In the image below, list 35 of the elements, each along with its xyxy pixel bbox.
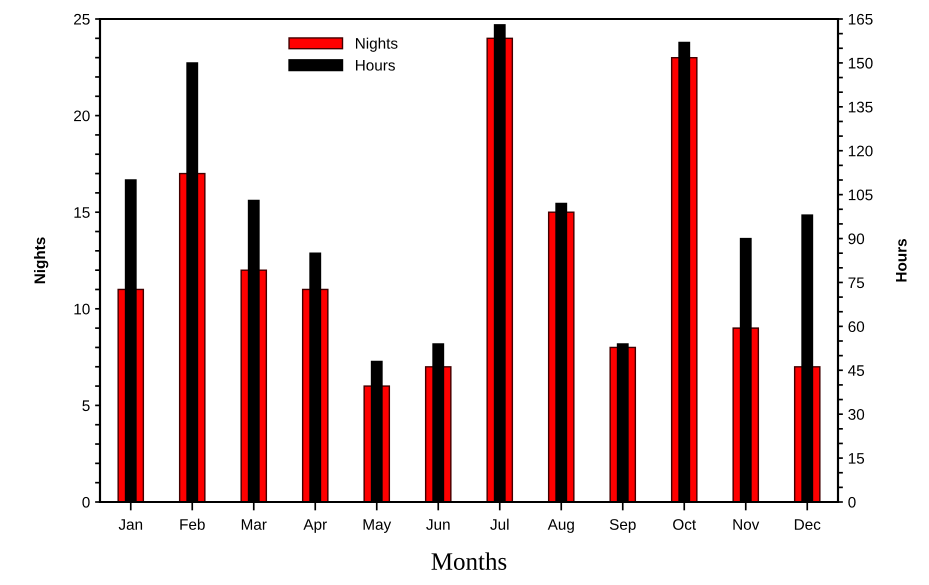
y2-tick-label: 150 — [848, 58, 873, 69]
y2-axis-title: Hours — [896, 239, 907, 282]
x-tick-label: Jun — [426, 519, 450, 530]
y-tick-label: 20 — [74, 110, 90, 122]
legend-label: Nights — [356, 38, 398, 52]
x-tick-label: Mar — [242, 519, 267, 530]
y2-tick-label: 60 — [848, 321, 864, 332]
x-tick-label: Dec — [794, 519, 820, 530]
y2-tick-label: 90 — [848, 233, 864, 244]
x-tick-label: Feb — [180, 518, 205, 530]
y-axis-title: Nights — [34, 237, 48, 284]
x-tick-label: Sep — [610, 519, 636, 533]
x-tick-label: Apr — [303, 519, 327, 533]
x-tick-label: Oct — [673, 519, 696, 530]
y-tick-label: 5 — [82, 400, 90, 412]
y2-tick-label: 165 — [848, 14, 873, 25]
x-tick-label: Nov — [733, 519, 760, 530]
x-tick-label: May — [364, 519, 392, 533]
x-tick-label: Jan — [118, 519, 142, 530]
x-tick-label: Aug — [548, 519, 574, 533]
y2-tick-label: 105 — [848, 190, 873, 200]
y2-tick-label: 135 — [848, 102, 873, 113]
y2-tick-label: 120 — [848, 146, 873, 156]
x-tick-label: Jul — [490, 518, 508, 530]
x-axis-title: Months — [432, 552, 506, 570]
y2-tick-label: 30 — [848, 409, 864, 420]
y-tick-label: 10 — [74, 304, 90, 314]
legend-label: Hours — [356, 60, 395, 71]
y-tick-label: 0 — [82, 496, 90, 508]
y2-tick-label: 45 — [848, 365, 864, 376]
y-tick-label: 25 — [74, 14, 90, 25]
y2-tick-label: 0 — [848, 496, 856, 508]
y2-tick-label: 75 — [848, 277, 864, 288]
y-tick-label: 15 — [74, 207, 90, 218]
y2-tick-label: 15 — [848, 453, 864, 464]
